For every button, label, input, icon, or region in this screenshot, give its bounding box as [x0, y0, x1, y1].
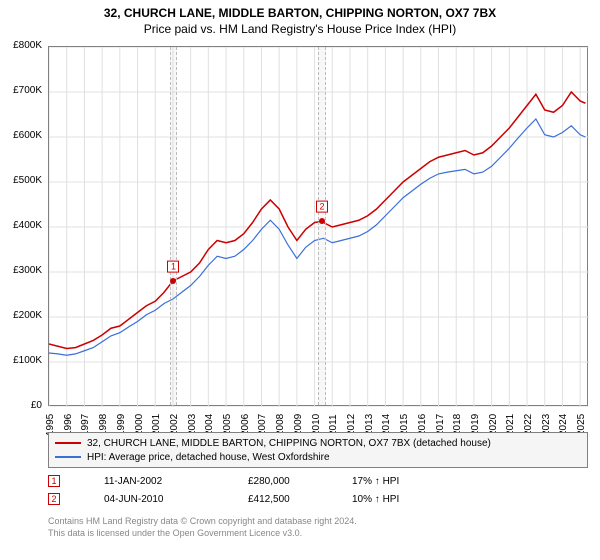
- y-tick-label: £200K: [2, 310, 42, 321]
- legend-item: HPI: Average price, detached house, West…: [55, 450, 581, 464]
- sales-table: 1 11-JAN-2002 £280,000 17% ↑ HPI 2 04-JU…: [48, 472, 588, 508]
- y-tick-label: £400K: [2, 220, 42, 231]
- sale-dot: [170, 278, 176, 284]
- legend-swatch: [55, 456, 81, 458]
- footer-line: Contains HM Land Registry data © Crown c…: [48, 516, 588, 528]
- y-tick-label: £700K: [2, 85, 42, 96]
- sale-marker-on-chart: 1: [167, 261, 179, 273]
- sale-date: 04-JUN-2010: [104, 494, 224, 505]
- chart-plot: 12: [48, 46, 588, 406]
- sale-band: [170, 47, 177, 405]
- sale-pct: 10% ↑ HPI: [352, 494, 452, 505]
- legend-item: 32, CHURCH LANE, MIDDLE BARTON, CHIPPING…: [55, 436, 581, 450]
- chart-area: 12 £0£100K£200K£300K£400K£500K£600K£700K…: [48, 46, 588, 406]
- y-tick-label: £500K: [2, 175, 42, 186]
- sale-band: [318, 47, 325, 405]
- footer: Contains HM Land Registry data © Crown c…: [48, 516, 588, 539]
- chart-subtitle: Price paid vs. HM Land Registry's House …: [0, 22, 600, 36]
- footer-line: This data is licensed under the Open Gov…: [48, 528, 588, 540]
- sale-marker-icon: 2: [48, 493, 60, 505]
- sale-row: 1 11-JAN-2002 £280,000 17% ↑ HPI: [48, 472, 588, 490]
- sale-pct: 17% ↑ HPI: [352, 476, 452, 487]
- legend-swatch: [55, 442, 81, 444]
- sale-marker-icon: 1: [48, 475, 60, 487]
- sale-marker-on-chart: 2: [316, 201, 328, 213]
- sale-row: 2 04-JUN-2010 £412,500 10% ↑ HPI: [48, 490, 588, 508]
- y-tick-label: £800K: [2, 40, 42, 51]
- legend-label: 32, CHURCH LANE, MIDDLE BARTON, CHIPPING…: [87, 438, 491, 449]
- y-tick-label: £100K: [2, 355, 42, 366]
- y-tick-label: £300K: [2, 265, 42, 276]
- sale-price: £280,000: [248, 476, 328, 487]
- y-tick-label: £0: [2, 400, 42, 411]
- chart-title: 32, CHURCH LANE, MIDDLE BARTON, CHIPPING…: [0, 6, 600, 20]
- legend: 32, CHURCH LANE, MIDDLE BARTON, CHIPPING…: [48, 432, 588, 468]
- sale-date: 11-JAN-2002: [104, 476, 224, 487]
- legend-label: HPI: Average price, detached house, West…: [87, 452, 330, 463]
- sale-price: £412,500: [248, 494, 328, 505]
- sale-dot: [319, 218, 325, 224]
- y-tick-label: £600K: [2, 130, 42, 141]
